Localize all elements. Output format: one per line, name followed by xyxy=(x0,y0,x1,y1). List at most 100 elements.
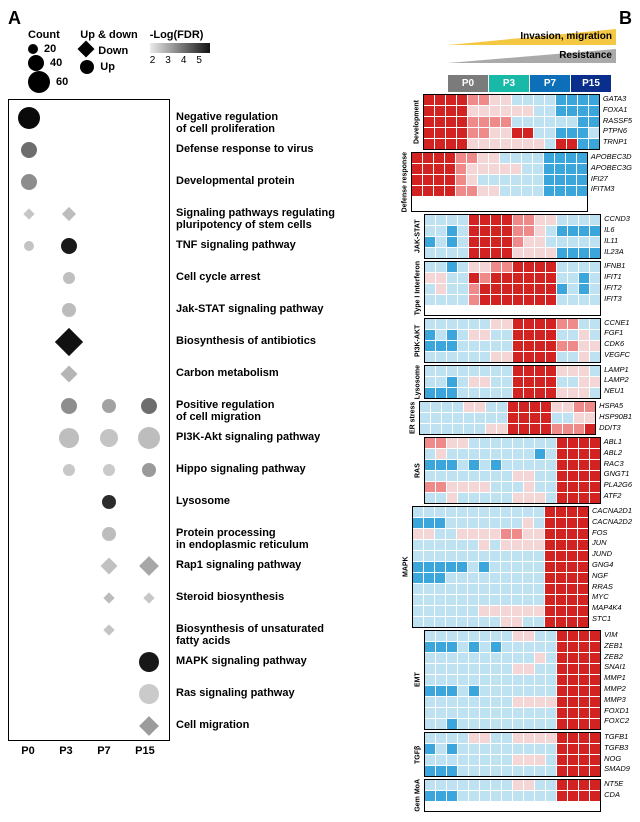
heatmap-grid xyxy=(424,318,601,363)
gene-label: NOG xyxy=(604,754,632,765)
heatmap-group: EMTVIMZEB1ZEB2SNAI1MMP1MMP2MMP3FOXD1FOXC… xyxy=(382,630,632,730)
term-label: Ras signaling pathway xyxy=(176,687,295,699)
heatmap-grid xyxy=(424,630,601,730)
legend-gradient xyxy=(150,43,210,53)
gene-label: RRAS xyxy=(592,582,632,593)
gene-label: HSP90B1 xyxy=(599,412,632,423)
gene-labels: CACNA2D1CACNA2D2FOSJUNJUNDGNG4NGFRRASMYC… xyxy=(592,506,632,628)
term-label: PI3K-Akt signaling pathway xyxy=(176,431,320,443)
bubble-point xyxy=(138,427,160,449)
group-name: EMT xyxy=(412,630,424,730)
gene-label: GNGT1 xyxy=(604,469,632,480)
gene-label: SNAI1 xyxy=(604,662,632,673)
bubble-point xyxy=(21,142,37,158)
gene-labels: TGFB1TGFB3NOGSMAD9 xyxy=(604,732,632,777)
legend-count-dot xyxy=(28,44,38,54)
bubble-point xyxy=(142,719,156,733)
gene-label: IFI27 xyxy=(591,174,632,185)
gene-label: VEGFC xyxy=(604,350,632,361)
heatmap-grid xyxy=(424,214,601,259)
legend-down-label: Down xyxy=(98,45,128,57)
gene-label: NEU1 xyxy=(604,386,632,397)
legend-circle-icon xyxy=(80,60,94,74)
gene-label: IFNB1 xyxy=(604,261,632,272)
gene-label: FOXD1 xyxy=(604,706,632,717)
term-label: Developmental protein xyxy=(176,175,295,187)
gene-labels: APOBEC3DAPOBEC3GIFI27IFITM3 xyxy=(591,152,632,212)
gene-label: PLA2G6 xyxy=(604,480,632,491)
term-label: Hippo signaling pathway xyxy=(176,463,306,475)
term-label: Lysosome xyxy=(176,495,230,507)
heatmap-group: JAK-STATCCND3IL6IL11IL23A xyxy=(382,214,632,259)
bubble-point xyxy=(103,560,115,572)
term-label: Positive regulation of cell migration xyxy=(176,399,274,423)
bubble-point xyxy=(63,464,75,476)
gene-label: SMAD9 xyxy=(604,764,632,775)
gene-label: CDK6 xyxy=(604,339,632,350)
term-label: Protein processing in endoplasmic reticu… xyxy=(176,527,309,551)
gene-label: ATF2 xyxy=(604,491,632,502)
gene-label: ABL2 xyxy=(604,448,632,459)
gene-label: JUN xyxy=(592,538,632,549)
heatmap-group: PI3K-AKTCCNE1FGF1CDK6VEGFC xyxy=(382,318,632,363)
heatmap-grid xyxy=(419,401,596,435)
term-label: Defense response to virus xyxy=(176,143,314,155)
gene-labels: NT5ECDA xyxy=(604,779,632,812)
heatmap-grid xyxy=(424,779,601,812)
heatmap-col-header: P7 xyxy=(530,75,570,92)
bubble-point xyxy=(21,174,37,190)
legend-count-dot xyxy=(28,71,50,93)
heatmap-column-headers: P0P3P7P15 xyxy=(448,75,632,92)
heatmap: DevelopmentGATA3FOXA1RASSF5PTPN6TRNP1Def… xyxy=(382,94,632,812)
panel-a-label: A xyxy=(8,8,21,28)
gene-label: MMP2 xyxy=(604,684,632,695)
gene-label: PTPN6 xyxy=(603,126,632,137)
heatmap-grid xyxy=(424,437,601,504)
gene-labels: CCNE1FGF1CDK6VEGFC xyxy=(604,318,632,363)
bubble-point xyxy=(59,332,79,352)
term-label: Biosynthesis of unsaturated fatty acids xyxy=(176,623,324,647)
term-label: TNF signaling pathway xyxy=(176,239,296,251)
x-tick: P0 xyxy=(21,745,34,757)
gene-label: TGFB3 xyxy=(604,743,632,754)
legend-a: Count 204060 Up & down Down Up -Log(FDR)… xyxy=(28,29,378,93)
heatmap-grid xyxy=(424,732,601,777)
gene-label: CCNE1 xyxy=(604,318,632,329)
gene-label: HSPA5 xyxy=(599,401,632,412)
gene-label: RASSF5 xyxy=(603,116,632,127)
group-name: MAPK xyxy=(400,506,412,628)
term-label: Steroid biosynthesis xyxy=(176,591,284,603)
bubble-point xyxy=(141,398,157,414)
gene-label: MMP1 xyxy=(604,673,632,684)
gene-labels: ABL1ABL2RAC3GNGT1PLA2G6ATF2 xyxy=(604,437,632,504)
gene-label: IFITM3 xyxy=(591,184,632,195)
bubble-point xyxy=(139,684,159,704)
heatmap-group: RASABL1ABL2RAC3GNGT1PLA2G6ATF2 xyxy=(382,437,632,504)
term-labels: Negative regulation of cell proliferatio… xyxy=(170,99,370,757)
gene-label: IL23A xyxy=(604,247,632,258)
legend-count-title: Count xyxy=(28,29,60,41)
gene-label: IL6 xyxy=(604,225,632,236)
bubble-point xyxy=(139,652,159,672)
gene-label: CACNA2D1 xyxy=(592,506,632,517)
gene-label: RAC3 xyxy=(604,459,632,470)
term-label: Biosynthesis of antibiotics xyxy=(176,335,316,347)
heatmap-grid xyxy=(424,365,601,399)
group-name: TGFβ xyxy=(412,732,424,777)
gene-label: CDA xyxy=(604,790,632,801)
term-label: Signaling pathways regulating pluripoten… xyxy=(176,207,335,231)
gene-label: VIM xyxy=(604,630,632,641)
bubble-point xyxy=(62,303,76,317)
term-label: Jak-STAT signaling pathway xyxy=(176,303,324,315)
term-label: MAPK signaling pathway xyxy=(176,655,307,667)
legend-count: Count 204060 xyxy=(28,29,68,93)
bubble-point xyxy=(24,241,34,251)
panel-a: A Count 204060 Up & down Down Up -Log(FD… xyxy=(8,8,378,814)
gene-label: IFIT2 xyxy=(604,283,632,294)
heatmap-group: Gem MoANT5ECDA xyxy=(382,779,632,812)
gene-label: IL11 xyxy=(604,236,632,247)
bubble-point xyxy=(25,210,33,218)
gene-label: JUND xyxy=(592,549,632,560)
gene-labels: IFNB1IFIT1IFIT2IFIT3 xyxy=(604,261,632,315)
heatmap-group: ER stressHSPA5HSP90B1DDIT3 xyxy=(382,401,632,435)
